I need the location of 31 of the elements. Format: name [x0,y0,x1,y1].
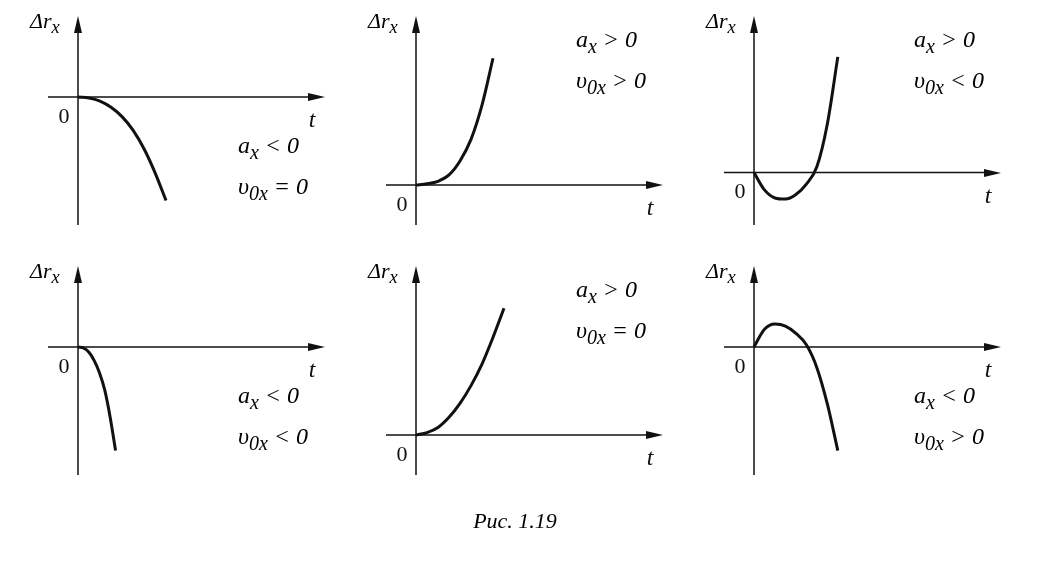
x-axis-title: t [646,444,655,471]
x-axis-title: t [984,181,993,208]
text: a$_{x}$ > 0 [913,25,976,59]
text: 0 [396,440,408,466]
text: a$_{x}$ > 0 [575,25,638,59]
x-axis-title: t [308,106,317,133]
y-axis-title: Δr$_{x}$ [30,8,60,39]
text: 0 [58,102,70,128]
annotation: υ$_{0x}$ > 0 [913,421,984,456]
annotation: υ$_{0x}$ = 0 [237,171,308,206]
text: Рис. 1.19 [473,508,557,533]
annotation: a$_{x}$ < 0 [237,381,300,415]
text: 0 [58,352,70,378]
annotation: υ$_{0x}$ > 0 [575,65,646,100]
y-axis-title: Δr$_{x}$ [368,8,398,39]
y-axis-title: Δr$_{x}$ [706,8,736,39]
y-axis-title: Δr$_{x}$ [706,258,736,289]
annotation: a$_{x}$ < 0 [913,381,976,415]
text: a$_{x}$ > 0 [575,275,638,309]
annotation: υ$_{0x}$ < 0 [913,65,984,100]
x-axis-title: t [984,356,993,383]
annotation: υ$_{0x}$ < 0 [237,421,308,456]
annotation: υ$_{0x}$ = 0 [575,315,646,350]
text: 0 [734,178,746,204]
text: 0 [396,190,408,216]
y-axis-title: Δr$_{x}$ [30,258,60,289]
x-axis-title: t [308,356,317,383]
text: 0 [734,352,746,378]
y-axis-title: Δr$_{x}$ [368,258,398,289]
annotation: a$_{x}$ < 0 [237,131,300,165]
x-axis-title: t [646,194,655,221]
